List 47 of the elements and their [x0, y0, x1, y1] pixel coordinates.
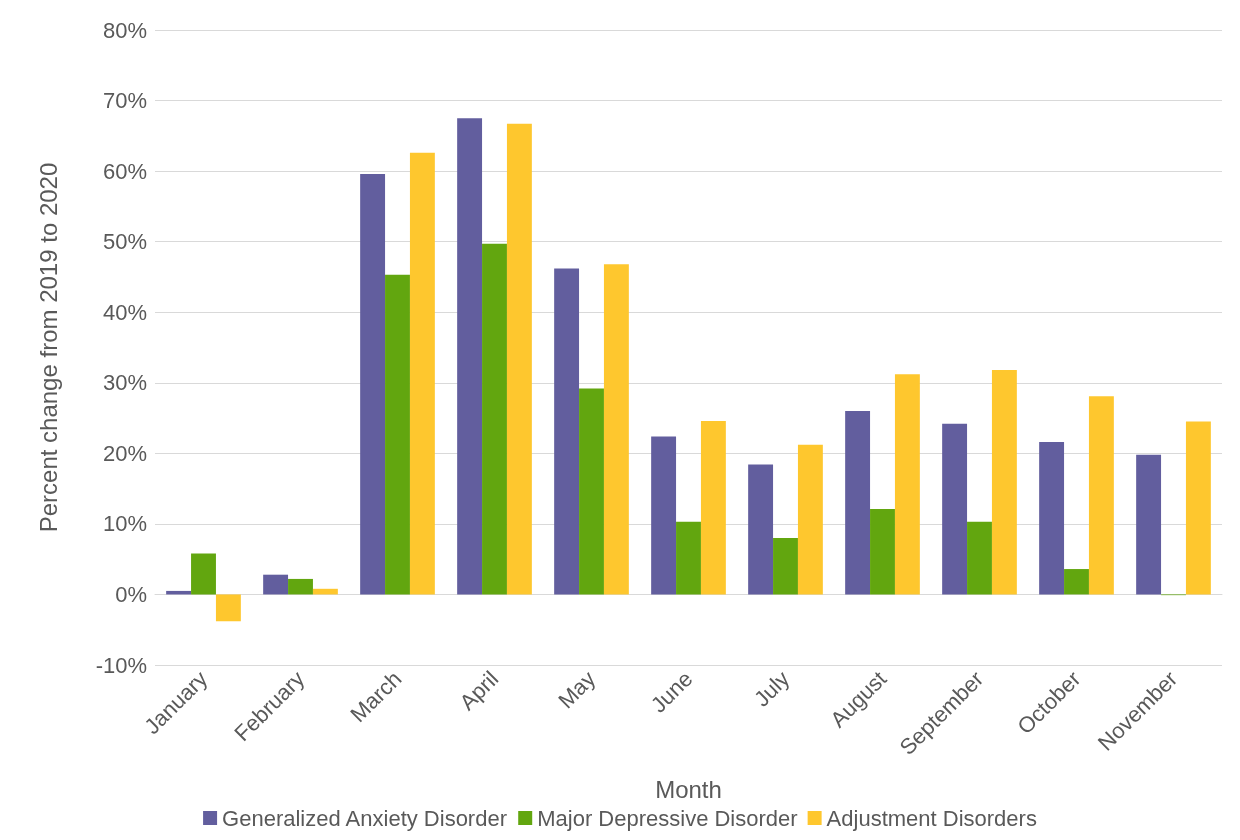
bar — [676, 521, 701, 595]
bar — [942, 423, 968, 595]
legend-label: Generalized Anxiety Disorder — [222, 805, 507, 831]
bar — [991, 370, 1017, 595]
bar — [385, 274, 410, 595]
bar — [870, 509, 895, 595]
bar — [579, 388, 604, 595]
legend-label: Major Depressive Disorder — [537, 805, 798, 831]
bar — [651, 436, 677, 595]
bar — [1088, 396, 1114, 595]
bar — [215, 594, 241, 622]
bar — [191, 553, 216, 595]
bar — [773, 538, 798, 595]
bar — [360, 173, 386, 595]
legend-label: Adjustment Disorders — [826, 805, 1037, 831]
x-tick-label: July — [749, 666, 795, 712]
x-axis-title: Month — [655, 775, 722, 803]
bar — [1064, 569, 1089, 595]
bar — [409, 152, 435, 595]
y-tick-label: 70% — [102, 88, 147, 114]
bar — [845, 411, 871, 595]
bar — [1185, 421, 1211, 595]
y-tick-label: 40% — [102, 299, 147, 325]
bar — [1136, 454, 1162, 595]
y-tick-label: -10% — [95, 652, 147, 678]
y-axis-title: Percent change from 2019 to 2020 — [34, 162, 62, 533]
x-tick-label: May — [553, 666, 601, 714]
bar — [482, 243, 507, 595]
bar — [506, 123, 532, 595]
bar — [797, 444, 823, 595]
y-tick-label: 20% — [102, 440, 147, 466]
bar — [554, 268, 580, 595]
y-tick-label: 80% — [102, 17, 147, 43]
y-tick-label: 60% — [102, 158, 147, 184]
bar — [603, 264, 629, 595]
y-tick-label: 30% — [102, 370, 147, 396]
bar — [967, 521, 992, 595]
y-tick-label: 0% — [115, 581, 147, 607]
y-tick-label: 50% — [102, 229, 147, 255]
bar — [700, 420, 726, 595]
bar — [894, 374, 920, 595]
bar — [1039, 442, 1065, 595]
bar — [263, 574, 289, 595]
y-tick-label: 10% — [102, 511, 147, 537]
bar — [748, 464, 774, 595]
bar — [288, 578, 313, 595]
bar — [457, 118, 483, 595]
